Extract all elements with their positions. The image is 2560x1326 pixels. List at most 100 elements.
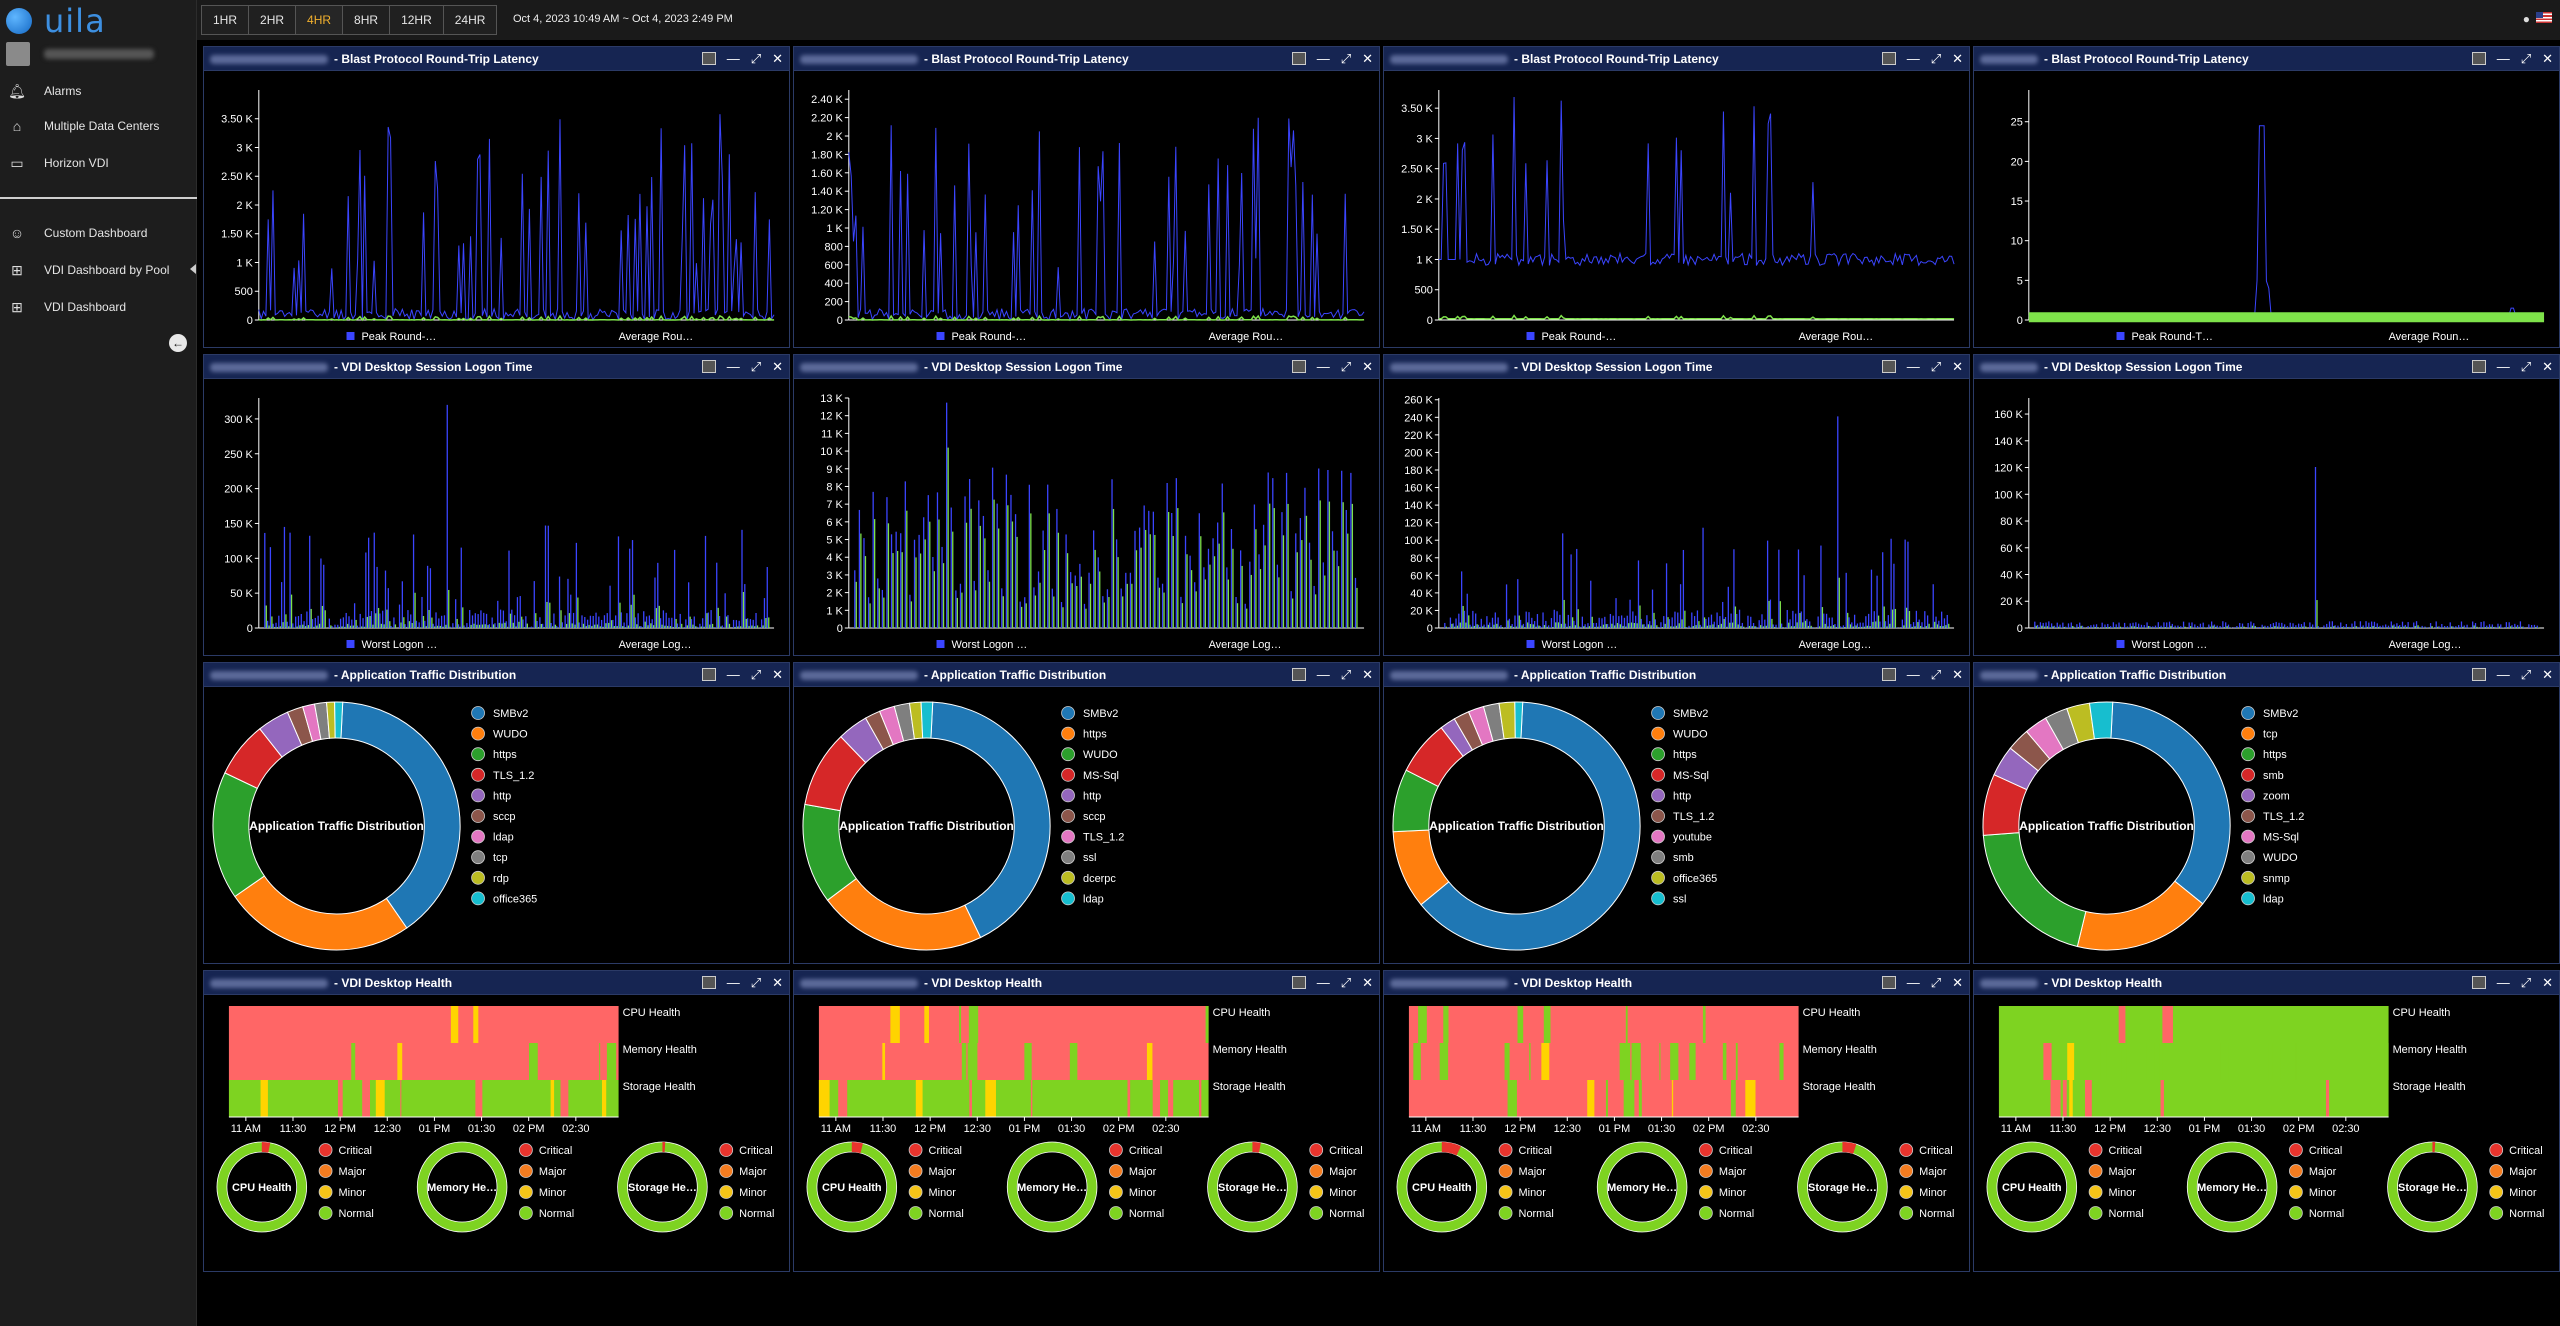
toggle-view-icon[interactable]: [2471, 360, 2486, 373]
date-range[interactable]: Oct 4, 2023 10:49 AM ~ Oct 4, 2023 2:49 …: [513, 13, 733, 25]
legend-swatch: [1651, 809, 1665, 823]
close-icon[interactable]: ✕: [1952, 667, 1963, 682]
toggle-view-icon[interactable]: [2471, 52, 2486, 65]
toggle-view-icon[interactable]: [1881, 668, 1896, 681]
close-icon[interactable]: ✕: [2542, 667, 2553, 682]
health-row-label: Memory Health: [1213, 1044, 1287, 1056]
minimize-icon[interactable]: —: [2496, 51, 2510, 66]
uila-logo[interactable]: uila: [6, 2, 106, 40]
toggle-view-icon[interactable]: [701, 976, 716, 989]
health-row-label: CPU Health: [1803, 1007, 1861, 1019]
toggle-view-icon[interactable]: [1291, 52, 1306, 65]
sidebar-item-vdi-dashboard-by-pool[interactable]: ⊞ VDI Dashboard by Pool: [0, 255, 197, 285]
expand-icon[interactable]: ⤢: [1340, 667, 1352, 682]
expand-icon[interactable]: ⤢: [750, 667, 762, 682]
minimize-icon[interactable]: —: [1316, 359, 1330, 374]
close-icon[interactable]: ✕: [2542, 975, 2553, 990]
expand-icon[interactable]: ⤢: [1340, 359, 1352, 374]
close-icon[interactable]: ✕: [772, 51, 783, 66]
toggle-view-icon[interactable]: [1881, 976, 1896, 989]
minimize-icon[interactable]: —: [1316, 667, 1330, 682]
legend-label: https: [493, 749, 517, 761]
range-12hr-button[interactable]: 12HR: [390, 6, 444, 34]
expand-icon[interactable]: ⤢: [750, 975, 762, 990]
close-icon[interactable]: ✕: [772, 975, 783, 990]
range-8hr-button[interactable]: 8HR: [343, 6, 391, 34]
expand-icon[interactable]: ⤢: [2520, 975, 2532, 990]
minimize-icon[interactable]: —: [1316, 51, 1330, 66]
expand-icon[interactable]: ⤢: [2520, 667, 2532, 682]
close-icon[interactable]: ✕: [1362, 359, 1373, 374]
health-donut-normal: [1396, 1142, 1487, 1232]
legend-label: TLS_1.2: [1673, 811, 1714, 823]
close-icon[interactable]: ✕: [1362, 975, 1373, 990]
health-cell: [1205, 1006, 1209, 1043]
minimize-icon[interactable]: —: [726, 51, 740, 66]
minimize-icon[interactable]: —: [726, 975, 740, 990]
toggle-view-icon[interactable]: [1291, 976, 1306, 989]
expand-icon[interactable]: ⤢: [1340, 51, 1352, 66]
sidebar-item-custom-dashboard[interactable]: ☺ Custom Dashboard: [0, 218, 197, 248]
minimize-icon[interactable]: —: [1316, 975, 1330, 990]
expand-icon[interactable]: ⤢: [750, 359, 762, 374]
close-icon[interactable]: ✕: [2542, 51, 2553, 66]
chat-icon[interactable]: ●: [2522, 12, 2530, 26]
toggle-view-icon[interactable]: [2471, 668, 2486, 681]
sidebar-item-horizon-vdi[interactable]: ▭ Horizon VDI: [0, 148, 197, 178]
expand-icon[interactable]: ⤢: [1930, 667, 1942, 682]
close-icon[interactable]: ✕: [772, 667, 783, 682]
range-2hr-button[interactable]: 2HR: [249, 6, 297, 34]
expand-icon[interactable]: ⤢: [1340, 975, 1352, 990]
user-profile[interactable]: [6, 42, 154, 66]
y-tick-label: 15: [2011, 196, 2023, 208]
expand-icon[interactable]: ⤢: [2520, 51, 2532, 66]
legend-swatch: [1109, 1143, 1123, 1157]
close-icon[interactable]: ✕: [772, 359, 783, 374]
minimize-icon[interactable]: —: [1906, 667, 1920, 682]
close-icon[interactable]: ✕: [1952, 975, 1963, 990]
toggle-view-icon[interactable]: [2471, 976, 2486, 989]
panel-header: - VDI Desktop Session Logon Time — ⤢ ✕: [1974, 355, 2559, 379]
toggle-view-icon[interactable]: [1291, 668, 1306, 681]
us-flag-icon[interactable]: [2536, 12, 2552, 23]
toggle-view-icon[interactable]: [701, 668, 716, 681]
range-1hr-button[interactable]: 1HR: [202, 6, 250, 34]
expand-icon[interactable]: ⤢: [1930, 359, 1942, 374]
collapse-sidebar-icon[interactable]: ←: [169, 334, 187, 352]
sidebar-item-label: Alarms: [44, 84, 82, 98]
minimize-icon[interactable]: —: [2496, 975, 2510, 990]
toggle-view-icon[interactable]: [1291, 360, 1306, 373]
close-icon[interactable]: ✕: [1362, 667, 1373, 682]
range-24hr-button[interactable]: 24HR: [443, 6, 497, 34]
close-icon[interactable]: ✕: [1952, 359, 1963, 374]
donut-center-label: Application Traffic Distribution: [2019, 819, 2194, 833]
close-icon[interactable]: ✕: [1952, 51, 1963, 66]
range-4hr-button[interactable]: 4HR: [296, 6, 344, 34]
minimize-icon[interactable]: —: [726, 359, 740, 374]
expand-icon[interactable]: ⤢: [1930, 51, 1942, 66]
close-icon[interactable]: ✕: [2542, 359, 2553, 374]
panel-body: CPU Health Memory Health Storage Health 11 …: [794, 996, 1379, 1272]
panel-title: - VDI Desktop Session Logon Time: [210, 360, 532, 374]
panel-title-text: - VDI Desktop Health: [924, 976, 1043, 990]
y-tick-label: 3 K: [826, 570, 843, 582]
sidebar-item-alarms[interactable]: 🔔︎ Alarms: [0, 76, 197, 106]
minimize-icon[interactable]: —: [1906, 51, 1920, 66]
minimize-icon[interactable]: —: [1906, 359, 1920, 374]
toggle-view-icon[interactable]: [701, 52, 716, 65]
toggle-view-icon[interactable]: [701, 360, 716, 373]
sidebar-item-vdi-dashboard[interactable]: ⊞ VDI Dashboard: [0, 292, 197, 322]
expand-icon[interactable]: ⤢: [2520, 359, 2532, 374]
minimize-icon[interactable]: —: [1906, 975, 1920, 990]
minimize-icon[interactable]: —: [2496, 359, 2510, 374]
sidebar-item-multiple-data-centers[interactable]: ⌂ Multiple Data Centers: [0, 111, 197, 141]
y-tick-label: 3.50 K: [1401, 103, 1433, 115]
toggle-view-icon[interactable]: [1881, 360, 1896, 373]
legend-swatch: [1061, 767, 1075, 782]
expand-icon[interactable]: ⤢: [750, 51, 762, 66]
toggle-view-icon[interactable]: [1881, 52, 1896, 65]
minimize-icon[interactable]: —: [726, 667, 740, 682]
close-icon[interactable]: ✕: [1362, 51, 1373, 66]
expand-icon[interactable]: ⤢: [1930, 975, 1942, 990]
minimize-icon[interactable]: —: [2496, 667, 2510, 682]
